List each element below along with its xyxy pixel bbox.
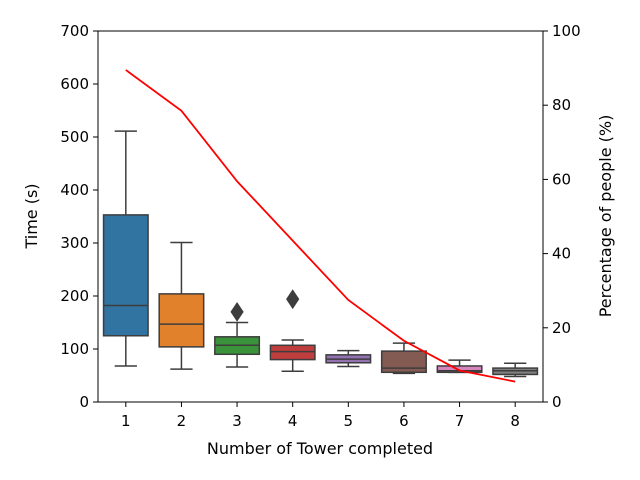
- box: [380, 350, 427, 374]
- box-group: [269, 289, 316, 373]
- y2-axis-label: Percentage of people (%): [596, 115, 615, 318]
- y2-tick-label: 20: [552, 319, 571, 337]
- x-tick-label: 6: [399, 412, 409, 430]
- box-group: [380, 342, 427, 375]
- x-tick-label: 5: [344, 412, 354, 430]
- y-tick-label: 200: [60, 287, 89, 305]
- x-axis-label: Number of Tower completed: [207, 439, 433, 458]
- box: [436, 365, 483, 374]
- box-group: [102, 130, 149, 367]
- y-tick-label: 100: [60, 340, 89, 358]
- x-tick-label: 3: [232, 412, 242, 430]
- y2-tick-label: 60: [552, 170, 571, 188]
- box: [102, 214, 149, 337]
- outlier-marker: [286, 289, 300, 310]
- y-axis-label: Time (s): [22, 183, 41, 249]
- x-tick-label: 4: [288, 412, 298, 430]
- box: [158, 293, 205, 348]
- x-tick-label: 2: [177, 412, 187, 430]
- y-tick-label: 300: [60, 234, 89, 252]
- ticks-layer: 1 2 3 4 5 6 7 801002003004005006007000204060801…: [60, 22, 580, 430]
- box-group: [492, 362, 539, 378]
- percentage-line: [125, 69, 516, 383]
- y-tick-label: 700: [60, 22, 89, 40]
- x-tick-label: 7: [455, 412, 465, 430]
- y-tick-label: 0: [79, 393, 89, 411]
- box-group: [158, 241, 205, 370]
- percentage-line-layer: [125, 69, 516, 383]
- boxes-layer: [102, 130, 539, 378]
- y-tick-label: 400: [60, 181, 89, 199]
- box-group: [325, 349, 372, 368]
- y2-tick-label: 40: [552, 245, 571, 263]
- y2-tick-label: 80: [552, 96, 571, 114]
- y2-tick-label: 0: [552, 393, 562, 411]
- x-tick-label: 8: [510, 412, 520, 430]
- y-tick-label: 600: [60, 75, 89, 93]
- box-group: [214, 301, 261, 368]
- y-tick-label: 500: [60, 128, 89, 146]
- x-tick-label: 1: [121, 412, 131, 430]
- plot-frame: [97, 30, 544, 403]
- outlier-marker: [230, 301, 244, 322]
- box: [269, 344, 316, 361]
- y2-tick-label: 100: [552, 22, 581, 40]
